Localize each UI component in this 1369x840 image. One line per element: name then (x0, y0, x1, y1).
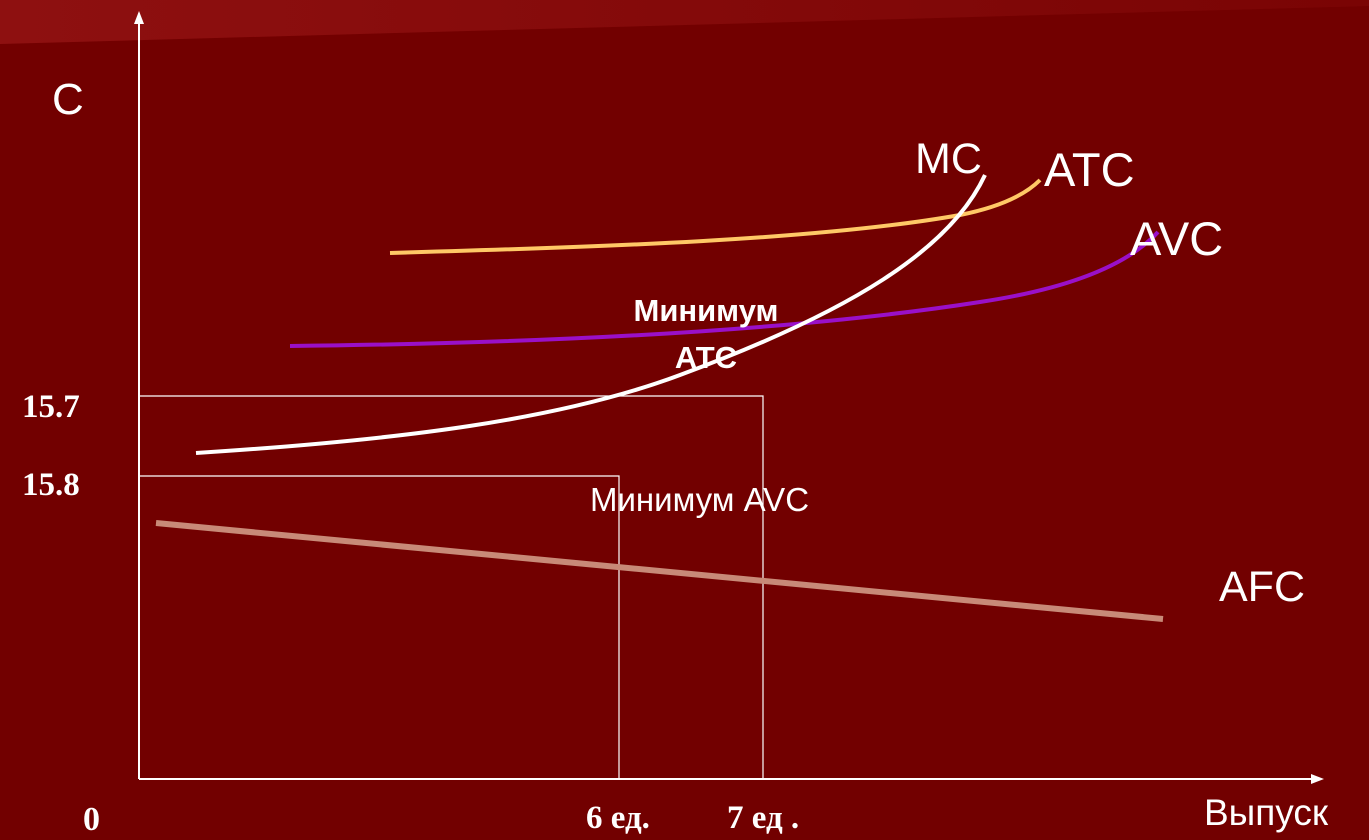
mc-curve (195, 174, 987, 455)
y-tick-label: 15.7 (22, 389, 80, 425)
min-atc-annotation: Минимум АТС (633, 293, 779, 375)
x-axis-label: Выпуск (1204, 792, 1329, 833)
x-tick-label: 6 ед. (586, 800, 650, 836)
x-tick-label: 7 ед . (727, 800, 800, 836)
atc-curve (389, 178, 1042, 255)
afc-curve (155, 520, 1164, 622)
guide-line-6 (139, 475, 620, 779)
series-label-avc: AVC (1130, 212, 1224, 265)
guide-line-7 (139, 395, 764, 779)
avc-curve (289, 230, 1160, 348)
x-axis-arrow (1311, 774, 1324, 784)
y-axis-label: C (52, 75, 84, 124)
y-axis-arrow (134, 11, 144, 24)
min-avc-annotation: Минимум AVC (590, 481, 810, 518)
series-label-afc: AFC (1219, 563, 1305, 611)
y-tick-label: 15.8 (22, 467, 80, 503)
series-label-atc: ATC (1044, 143, 1135, 196)
header-band (0, 0, 1369, 44)
series-label-mc: MC (915, 135, 982, 183)
origin-label: 0 (83, 801, 100, 838)
